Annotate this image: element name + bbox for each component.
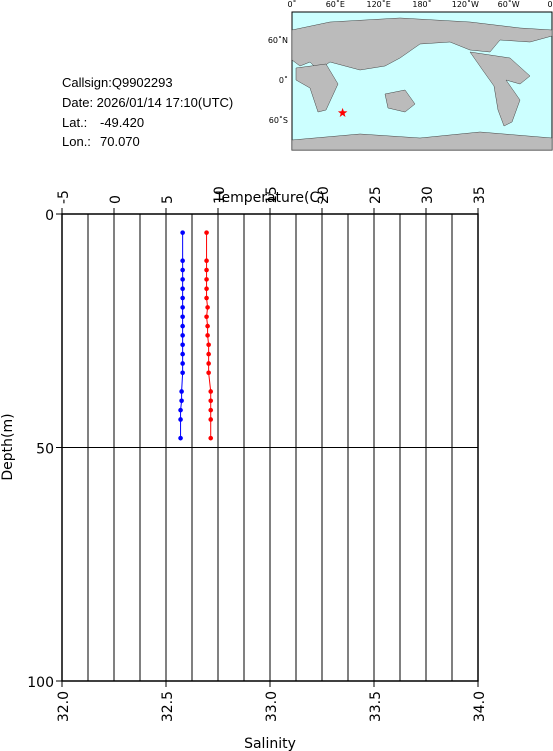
profile-point: [205, 323, 210, 329]
profile-point: [180, 370, 185, 376]
profile-point: [208, 398, 214, 404]
profile-point: [178, 417, 183, 422]
lon-value: 70.070: [100, 134, 140, 149]
profile-point: [180, 314, 185, 320]
profile-point: [205, 333, 210, 338]
plot-frame: [61, 213, 479, 682]
y-tick-label: 100: [27, 675, 54, 691]
x-tick-label: 25: [368, 186, 384, 204]
profile-point: [180, 230, 185, 235]
map-lon-label: 120˚W: [452, 0, 479, 9]
profile-point: [178, 435, 183, 441]
profile-point: [204, 277, 209, 282]
map-lat-label: 60˚S: [269, 115, 288, 125]
x-axis-title: Temperature(C): [214, 190, 324, 206]
profile-point: [179, 398, 184, 404]
profile-point: [204, 295, 209, 301]
map-lon-label: 0˚: [287, 0, 296, 9]
profile-point: [180, 333, 185, 338]
map-lon-label: 180˚: [412, 0, 431, 9]
profile-point: [206, 370, 211, 376]
profile-point: [180, 286, 185, 292]
callsign: Callsign:Q9902293: [62, 75, 173, 90]
y-tick-label: 0: [45, 208, 54, 224]
x-tick-label: 10: [212, 186, 228, 204]
profile-point: [208, 389, 214, 394]
profile-point: [180, 305, 185, 310]
land: [469, 51, 531, 127]
profile-point: [208, 435, 214, 441]
map-lat-label: 60˚N: [268, 35, 288, 45]
land: [291, 131, 553, 151]
profile-point: [204, 230, 209, 235]
profile-point: [180, 351, 185, 357]
lat-label: Lat.:: [62, 115, 87, 130]
x2-tick-label: 32.5: [160, 691, 176, 722]
x-tick-label: 20: [316, 186, 332, 204]
profile-point: [180, 258, 185, 264]
location-star: [337, 107, 348, 117]
map-lat-label: 0˚: [279, 75, 288, 85]
profile-point: [206, 342, 211, 348]
map-lon-label: 60˚E: [326, 0, 345, 9]
x2-tick-label: 33.5: [368, 691, 384, 722]
map-lon-label: 0˚: [547, 0, 553, 9]
x2-tick-label: 34.0: [472, 691, 488, 722]
y-tick-label: 50: [36, 442, 54, 458]
x2-tick-label: 32.0: [56, 691, 72, 722]
profile-point: [180, 361, 185, 366]
profile-point: [204, 258, 209, 264]
profile-point: [206, 361, 211, 366]
profile-point: [204, 314, 209, 320]
profile-point: [180, 277, 185, 282]
profile-point: [208, 417, 214, 422]
profile-point: [204, 286, 209, 292]
x-tick-label: 30: [420, 186, 436, 204]
profile-point: [180, 295, 185, 301]
profile-point: [208, 407, 214, 413]
map-lon-label: 60˚W: [498, 0, 520, 9]
profile-point: [180, 267, 185, 273]
x2-tick-label: 33.0: [264, 691, 280, 722]
x-tick-label: 35: [472, 186, 488, 204]
profile-point: [205, 305, 210, 310]
x-tick-label: 5: [160, 195, 176, 204]
x-tick-label: 15: [264, 186, 280, 204]
profile-point: [204, 267, 209, 273]
date: Date: 2026/01/14 17:10(UTC): [62, 95, 233, 110]
map: [291, 11, 553, 151]
map-lon-label: 120˚E: [367, 0, 391, 9]
profile-point: [178, 407, 183, 413]
profile-point: [206, 351, 211, 357]
profile-point: [180, 342, 185, 348]
x-tick-label: 0: [108, 195, 124, 204]
profile-point: [179, 389, 184, 394]
land: [295, 63, 339, 113]
land: [384, 89, 416, 113]
lat-value: -49.420: [100, 115, 144, 130]
x-tick-label: -5: [56, 190, 72, 204]
x2-axis-title: Salinity: [244, 736, 296, 751]
lon-label: Lon.:: [62, 134, 91, 149]
profile-point: [180, 323, 185, 329]
y-axis-title: Depth(m): [0, 413, 16, 480]
